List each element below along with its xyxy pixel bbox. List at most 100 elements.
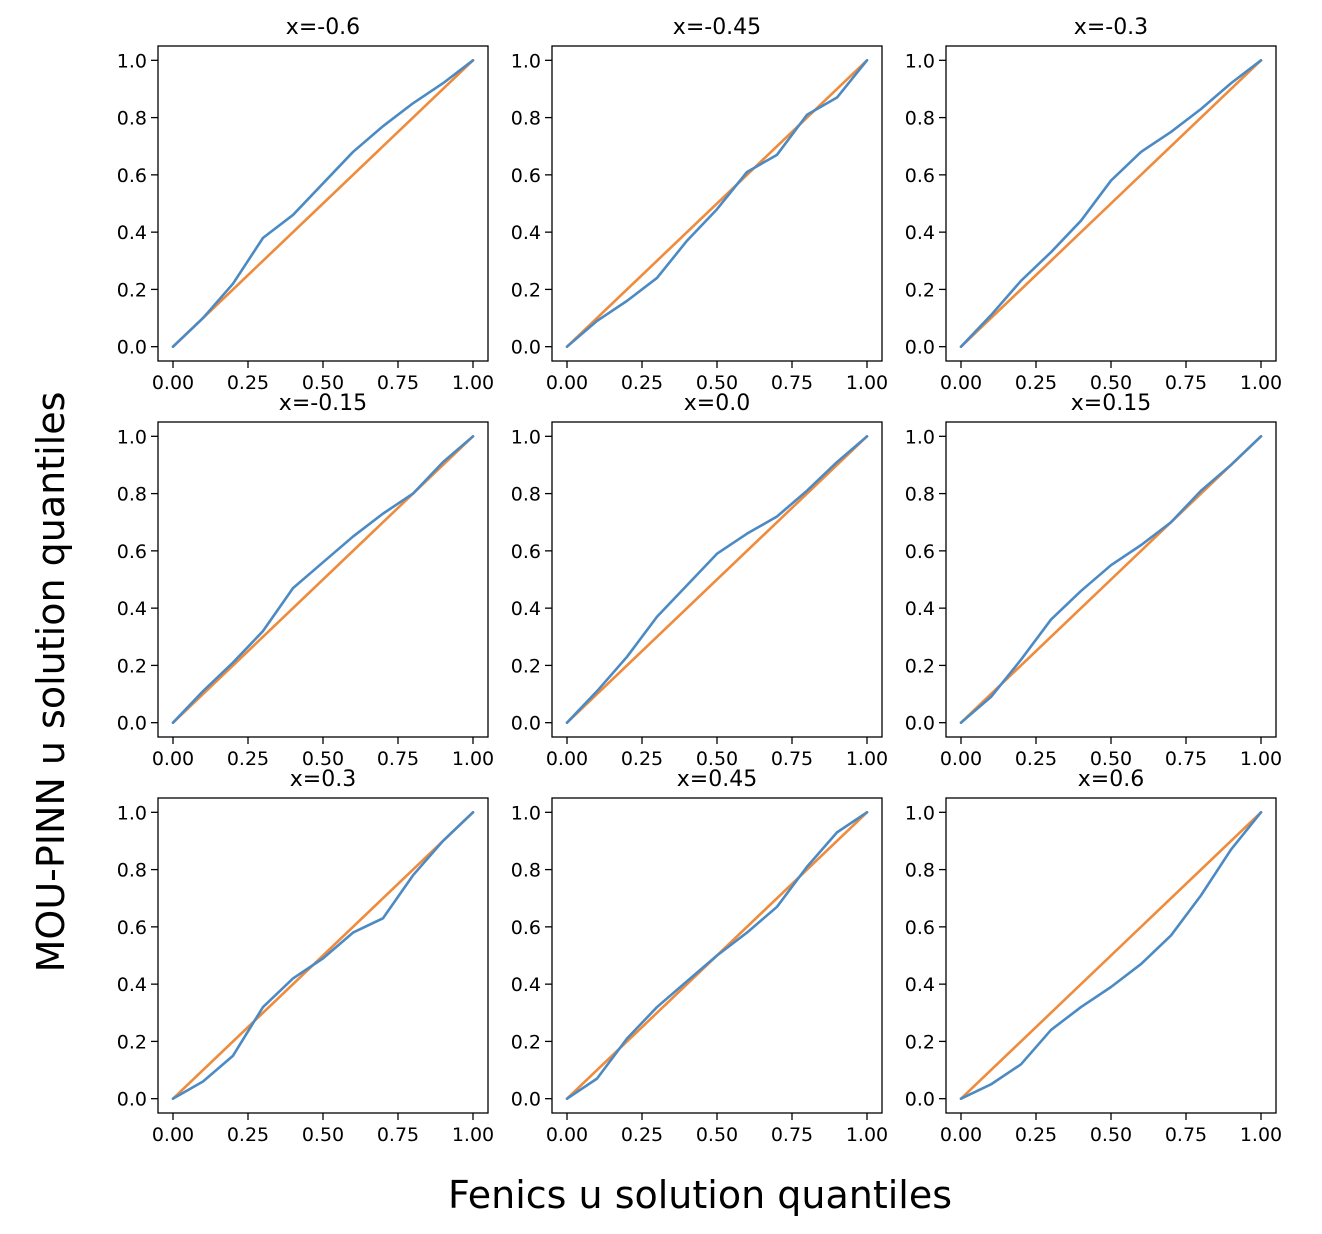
panel-title: x=0.45: [677, 767, 757, 792]
quantile-line: [959, 59, 1263, 348]
y-tick-label: 0.8: [511, 484, 541, 506]
x-tick-label: 0.25: [621, 372, 663, 394]
x-tick-label: 0.50: [302, 372, 344, 394]
x-tick-label: 0.50: [302, 1124, 344, 1146]
y-tick-label: 0.6: [905, 165, 935, 187]
x-tick-label: 0.00: [152, 372, 194, 394]
y-tick-label: 0.6: [511, 917, 541, 939]
x-tick-label: 0.00: [546, 372, 588, 394]
x-tick-label: 1.00: [846, 748, 888, 770]
y-tick-label: 1.0: [905, 802, 935, 824]
x-tick-label: 1.00: [452, 372, 494, 394]
x-tick-label: 1.00: [452, 1124, 494, 1146]
y-tick-label: 1.0: [905, 50, 935, 72]
x-tick-label: 0.75: [377, 1124, 419, 1146]
reference-line: [171, 811, 475, 1100]
y-tick-label: 0.2: [117, 279, 147, 301]
x-tick-label: 0.50: [302, 748, 344, 770]
x-tick-label: 0.75: [1165, 748, 1207, 770]
y-tick-label: 0.4: [117, 598, 147, 620]
x-tick-label: 0.25: [621, 748, 663, 770]
x-tick-label: 0.00: [546, 748, 588, 770]
x-tick-label: 0.75: [1165, 372, 1207, 394]
y-tick-label: 1.0: [117, 426, 147, 448]
x-tick-label: 0.25: [1015, 748, 1057, 770]
y-tick-label: 0.8: [905, 484, 935, 506]
x-tick-label: 1.00: [846, 1124, 888, 1146]
subplot-9: x=0.6 0.00 0.25 0.50 0.75 1.00 0.0 0.2 0.4 0.6 0.8…: [905, 767, 1282, 1146]
y-tick-label: 0.2: [117, 655, 147, 677]
figure-ylabel: MOU-PINN u solution quantiles: [29, 392, 73, 973]
x-tick-label: 0.00: [940, 1124, 982, 1146]
x-tick-label: 0.00: [546, 1124, 588, 1146]
y-tick-label: 0.6: [117, 165, 147, 187]
y-tick-label: 0.0: [905, 1089, 935, 1111]
y-tick-label: 0.2: [511, 279, 541, 301]
y-tick-label: 0.2: [511, 1031, 541, 1053]
x-tick-label: 0.50: [1090, 1124, 1132, 1146]
quantile-line: [565, 435, 869, 724]
y-tick-label: 0.2: [905, 1031, 935, 1053]
y-tick-label: 0.0: [905, 337, 935, 359]
y-tick-label: 0.0: [905, 713, 935, 735]
x-tick-label: 0.00: [152, 1124, 194, 1146]
reference-line: [565, 59, 869, 348]
y-tick-label: 1.0: [511, 426, 541, 448]
quantile-line: [171, 435, 475, 724]
y-tick-label: 0.8: [117, 484, 147, 506]
y-tick-label: 0.4: [511, 222, 541, 244]
y-tick-label: 0.0: [117, 337, 147, 359]
y-tick-label: 0.2: [905, 655, 935, 677]
panel-title: x=-0.15: [279, 391, 367, 416]
y-tick-label: 1.0: [117, 50, 147, 72]
y-tick-label: 0.4: [905, 222, 935, 244]
y-tick-label: 0.4: [905, 974, 935, 996]
x-tick-label: 0.75: [1165, 1124, 1207, 1146]
y-tick-label: 0.0: [117, 713, 147, 735]
panel-title: x=0.6: [1078, 767, 1144, 792]
x-tick-label: 0.00: [152, 748, 194, 770]
y-tick-label: 0.0: [511, 713, 541, 735]
subplot-grid: x=-0.6 0.00 0.25 0.50 0.75 1.00 0.0 0.2 0.4 0.6 0.…: [117, 15, 1282, 1146]
reference-line: [171, 59, 475, 348]
y-tick-label: 0.6: [117, 541, 147, 563]
panel-title: x=0.3: [290, 767, 356, 792]
quantile-line: [959, 435, 1263, 724]
x-tick-label: 1.00: [1240, 372, 1282, 394]
y-tick-label: 0.4: [511, 598, 541, 620]
y-tick-label: 0.6: [905, 917, 935, 939]
y-tick-label: 0.8: [511, 860, 541, 882]
reference-line: [565, 435, 869, 724]
x-tick-label: 1.00: [1240, 1124, 1282, 1146]
x-tick-label: 1.00: [452, 748, 494, 770]
subplot-2: x=-0.45 0.00 0.25 0.50 0.75 1.00 0.0 0.2 0.4 0.6 0…: [511, 15, 888, 394]
reference-line: [959, 59, 1263, 348]
y-tick-label: 0.4: [117, 222, 147, 244]
x-tick-label: 0.25: [227, 748, 269, 770]
quantile-line: [171, 59, 475, 348]
y-tick-label: 1.0: [511, 50, 541, 72]
quantile-line: [565, 59, 869, 348]
y-tick-label: 0.2: [905, 279, 935, 301]
y-tick-label: 0.8: [905, 108, 935, 130]
x-tick-label: 0.00: [940, 372, 982, 394]
subplot-3: x=-0.3 0.00 0.25 0.50 0.75 1.00 0.0 0.2 0.4 0.6 0.…: [905, 15, 1282, 394]
reference-line: [959, 811, 1263, 1100]
y-tick-label: 0.6: [511, 165, 541, 187]
subplot-7: x=0.3 0.00 0.25 0.50 0.75 1.00 0.0 0.2 0.4 0.6 0.8…: [117, 767, 494, 1146]
y-tick-label: 0.2: [117, 1031, 147, 1053]
x-tick-label: 0.25: [1015, 372, 1057, 394]
panel-title: x=0.0: [684, 391, 750, 416]
x-tick-label: 0.25: [1015, 1124, 1057, 1146]
x-tick-label: 0.50: [1090, 748, 1132, 770]
x-tick-label: 0.25: [227, 372, 269, 394]
panel-title: x=0.15: [1071, 391, 1151, 416]
quantile-line: [171, 811, 475, 1100]
x-tick-label: 0.25: [621, 1124, 663, 1146]
panel-title: x=-0.6: [286, 15, 360, 40]
quantile-line: [959, 811, 1263, 1100]
y-tick-label: 0.4: [117, 974, 147, 996]
y-tick-label: 0.8: [905, 860, 935, 882]
x-tick-label: 0.75: [377, 748, 419, 770]
subplot-4: x=-0.15 0.00 0.25 0.50 0.75 1.00 0.0 0.2 0.4 0.6 0…: [117, 391, 494, 770]
